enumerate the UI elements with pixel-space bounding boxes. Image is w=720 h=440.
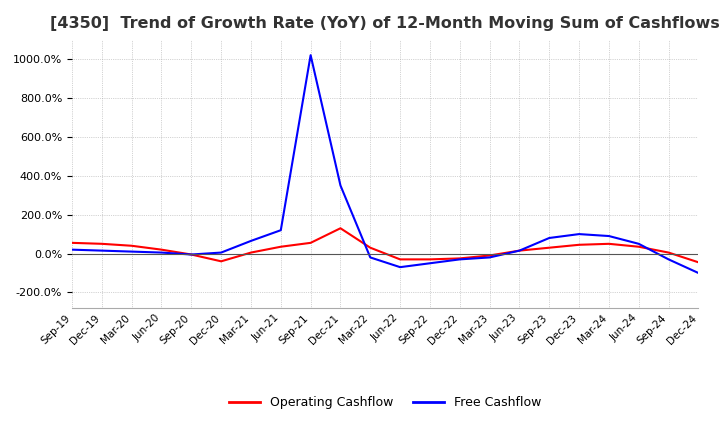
Free Cashflow [396, 264, 405, 270]
Free Cashflow [217, 250, 225, 255]
Operating Cashflow [575, 242, 583, 247]
Free Cashflow [545, 235, 554, 241]
Operating Cashflow [426, 257, 434, 262]
Free Cashflow [247, 238, 256, 244]
Operating Cashflow [605, 241, 613, 246]
Free Cashflow [456, 257, 464, 262]
Operating Cashflow [634, 244, 643, 249]
Operating Cashflow [336, 226, 345, 231]
Free Cashflow [187, 252, 196, 257]
Free Cashflow [485, 255, 494, 260]
Operating Cashflow [247, 250, 256, 255]
Free Cashflow [634, 241, 643, 246]
Operating Cashflow [276, 244, 285, 249]
Free Cashflow [605, 233, 613, 238]
Operating Cashflow [694, 260, 703, 265]
Free Cashflow [426, 260, 434, 266]
Line: Free Cashflow: Free Cashflow [72, 55, 698, 273]
Operating Cashflow [68, 240, 76, 246]
Free Cashflow [127, 249, 136, 254]
Free Cashflow [515, 248, 523, 253]
Operating Cashflow [545, 245, 554, 250]
Operating Cashflow [366, 245, 374, 250]
Line: Operating Cashflow: Operating Cashflow [72, 228, 698, 262]
Operating Cashflow [665, 250, 673, 255]
Operating Cashflow [515, 248, 523, 253]
Free Cashflow [575, 231, 583, 237]
Free Cashflow [97, 248, 106, 253]
Operating Cashflow [97, 241, 106, 246]
Free Cashflow [366, 255, 374, 260]
Operating Cashflow [127, 243, 136, 249]
Operating Cashflow [157, 247, 166, 252]
Operating Cashflow [306, 240, 315, 246]
Free Cashflow [694, 270, 703, 275]
Free Cashflow [276, 227, 285, 233]
Free Cashflow [68, 247, 76, 252]
Free Cashflow [157, 250, 166, 255]
Operating Cashflow [396, 257, 405, 262]
Title: [4350]  Trend of Growth Rate (YoY) of 12-Month Moving Sum of Cashflows: [4350] Trend of Growth Rate (YoY) of 12-… [50, 16, 720, 32]
Operating Cashflow [217, 259, 225, 264]
Operating Cashflow [456, 256, 464, 261]
Operating Cashflow [187, 252, 196, 257]
Free Cashflow [336, 183, 345, 188]
Legend: Operating Cashflow, Free Cashflow: Operating Cashflow, Free Cashflow [224, 392, 546, 414]
Operating Cashflow [485, 253, 494, 258]
Free Cashflow [665, 257, 673, 262]
Free Cashflow [306, 52, 315, 58]
